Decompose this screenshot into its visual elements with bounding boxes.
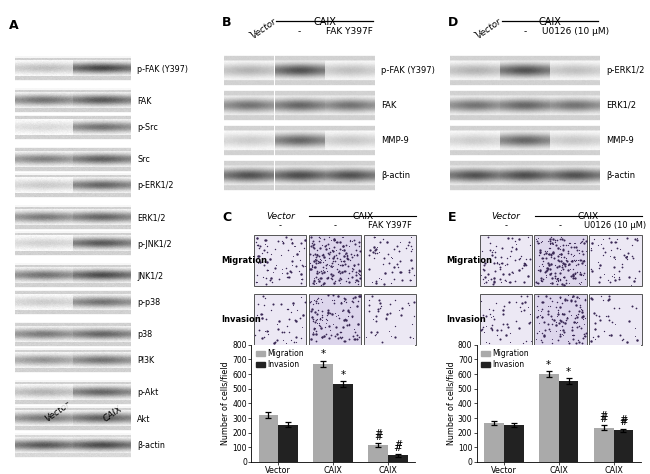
Text: JNK1/2: JNK1/2 [137, 272, 163, 281]
Text: #: # [599, 411, 608, 421]
Text: p-Src: p-Src [137, 123, 158, 132]
Text: MMP-9: MMP-9 [381, 136, 409, 145]
Text: -: - [504, 221, 507, 230]
Text: -: - [473, 27, 476, 37]
Bar [484, 423, 504, 462]
Bar [278, 425, 298, 462]
Bar [480, 294, 532, 345]
Text: U0126 (10 μM): U0126 (10 μM) [584, 221, 646, 230]
Text: -: - [279, 221, 282, 230]
Bar [363, 294, 416, 345]
Text: Akt: Akt [137, 415, 150, 424]
Text: β-actin: β-actin [606, 171, 636, 180]
Bar [333, 384, 353, 462]
Text: p-ERK1/2: p-ERK1/2 [606, 66, 645, 75]
Text: p38: p38 [137, 330, 152, 339]
Text: D: D [447, 16, 458, 29]
Text: Invasion: Invasion [447, 315, 486, 324]
Text: E: E [447, 211, 456, 224]
Text: MMP-9: MMP-9 [606, 136, 634, 145]
Text: #: # [374, 429, 382, 439]
Text: #: # [599, 414, 608, 424]
Text: Vector: Vector [491, 212, 520, 221]
Text: #: # [394, 440, 402, 450]
Text: Invasion: Invasion [221, 315, 261, 324]
Bar [369, 445, 388, 462]
Bar [309, 235, 361, 286]
Text: β-actin: β-actin [137, 441, 165, 450]
Text: #: # [374, 432, 382, 442]
Text: p-Akt: p-Akt [137, 388, 159, 397]
Text: CAIX: CAIX [539, 17, 562, 27]
Y-axis label: Number of cells/field: Number of cells/field [220, 362, 229, 445]
Bar [309, 294, 361, 345]
Text: *: * [546, 360, 551, 370]
Text: Src: Src [137, 155, 150, 164]
Text: C: C [222, 211, 231, 224]
Bar [558, 382, 578, 462]
Text: #: # [619, 417, 628, 427]
Text: -: - [298, 27, 301, 36]
Legend: Migration, Invasion: Migration, Invasion [255, 348, 305, 370]
Text: CAIX: CAIX [352, 212, 373, 221]
Text: -: - [559, 221, 562, 230]
Text: Vector: Vector [44, 400, 72, 424]
Bar [313, 364, 333, 462]
Text: Vector: Vector [474, 17, 503, 41]
Bar [589, 235, 642, 286]
Text: -: - [523, 27, 526, 36]
Text: #: # [619, 415, 627, 425]
Bar [534, 235, 587, 286]
Text: Migration: Migration [221, 256, 267, 265]
Bar [480, 235, 532, 286]
Text: *: * [566, 367, 571, 377]
Legend: Migration, Invasion: Migration, Invasion [480, 348, 530, 370]
Text: FAK: FAK [381, 101, 396, 110]
Y-axis label: Number of cells/field: Number of cells/field [446, 362, 455, 445]
Text: *: * [341, 370, 346, 380]
Bar [589, 294, 642, 345]
Text: p-FAK (Y397): p-FAK (Y397) [137, 64, 188, 73]
Text: PI3K: PI3K [137, 356, 154, 365]
Text: p-ERK1/2: p-ERK1/2 [137, 182, 174, 191]
Text: ERK1/2: ERK1/2 [606, 101, 636, 110]
Text: U0126 (10 μM): U0126 (10 μM) [541, 27, 609, 36]
Text: ERK1/2: ERK1/2 [137, 213, 166, 222]
Bar [388, 456, 408, 462]
Text: Vector: Vector [249, 17, 278, 41]
Text: A: A [8, 19, 18, 32]
Text: β-actin: β-actin [381, 171, 410, 180]
Bar [259, 415, 278, 462]
Bar [254, 235, 307, 286]
Text: CAIX: CAIX [313, 17, 336, 27]
Text: Vector: Vector [266, 212, 294, 221]
Bar [539, 374, 558, 462]
Text: FAK Y397F: FAK Y397F [326, 27, 373, 36]
Text: p-FAK (Y397): p-FAK (Y397) [381, 66, 435, 75]
Text: CAIX: CAIX [578, 212, 599, 221]
Text: p-p38: p-p38 [137, 298, 160, 307]
Text: -: - [333, 221, 337, 230]
Text: -: - [248, 27, 251, 37]
Bar [504, 425, 523, 462]
Bar [593, 428, 614, 462]
Text: *: * [320, 349, 326, 359]
Text: FAK Y397F: FAK Y397F [368, 221, 412, 230]
Text: p-JNK1/2: p-JNK1/2 [137, 240, 172, 249]
Text: CAIX: CAIX [102, 404, 124, 424]
Bar [363, 235, 416, 286]
Bar [254, 294, 307, 345]
Text: B: B [222, 16, 231, 29]
Bar [614, 430, 633, 462]
Bar [534, 294, 587, 345]
Text: Migration: Migration [447, 256, 493, 265]
Text: #: # [393, 443, 402, 453]
Text: FAK: FAK [137, 97, 151, 106]
